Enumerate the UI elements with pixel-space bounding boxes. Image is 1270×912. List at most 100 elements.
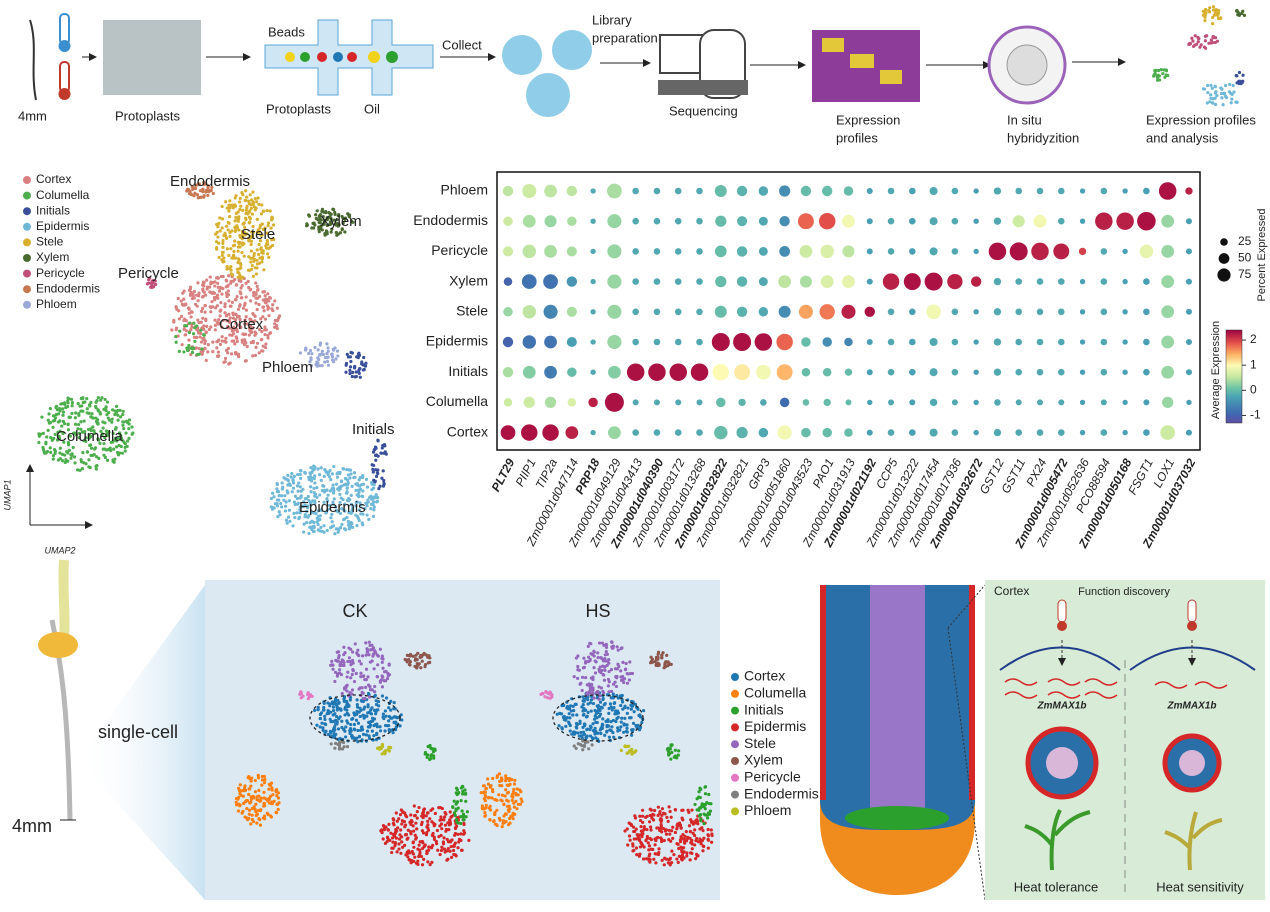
dot [632, 429, 639, 436]
dot [566, 276, 578, 287]
cell-point [668, 856, 673, 860]
cell-point [376, 439, 380, 443]
row-label: Initials [448, 363, 488, 379]
cell-point [235, 295, 239, 299]
dot [973, 369, 979, 375]
cell-point [255, 284, 259, 289]
cell-point [94, 404, 98, 409]
cell-point [357, 351, 361, 355]
cell-point [190, 325, 194, 329]
cell-point [85, 450, 89, 454]
cell-point [260, 337, 264, 342]
cell-point [690, 808, 694, 812]
cell-point [445, 858, 449, 862]
cell-point [588, 724, 593, 728]
cell-point [271, 793, 275, 797]
cell-point [97, 456, 101, 461]
cell-point [254, 281, 258, 285]
cell-point [669, 757, 673, 761]
cell-point [299, 690, 303, 694]
cell-point [285, 489, 289, 493]
cell-point [580, 737, 585, 741]
cell-point [355, 709, 359, 714]
cell-point [67, 442, 71, 446]
cell-point [338, 500, 342, 505]
dot [736, 185, 748, 197]
cell-point [491, 776, 495, 781]
cell-point [330, 472, 334, 476]
cell-point [601, 697, 605, 702]
cell-point [206, 350, 210, 354]
cell-point [500, 793, 505, 797]
cell-point [262, 814, 267, 818]
cell-point [255, 266, 259, 270]
dot [887, 429, 895, 436]
cell-point [576, 676, 580, 681]
cell-point [514, 799, 518, 803]
cell-point [111, 431, 115, 436]
cell-point [632, 710, 636, 714]
dot [674, 338, 682, 346]
cell-point [350, 525, 355, 529]
cell-point [706, 838, 711, 842]
dot [716, 397, 726, 408]
cell-point [358, 475, 362, 480]
cell-point [243, 301, 247, 305]
cell-point [426, 860, 430, 864]
cell-point [364, 685, 368, 689]
cell-point [374, 709, 378, 713]
cell-point [350, 672, 354, 677]
cell-point [195, 293, 199, 297]
cell-point [428, 656, 432, 660]
cell-point [102, 442, 106, 446]
dot [714, 305, 727, 318]
cell-point [560, 726, 564, 730]
cell-point [518, 802, 523, 806]
cell-point [415, 827, 419, 831]
cell-point [58, 451, 62, 455]
cell-point [306, 504, 310, 508]
cell-point [350, 717, 354, 721]
cell-point [269, 815, 274, 819]
cell-point [508, 816, 512, 821]
cell-point [664, 828, 668, 832]
cell-point [641, 814, 645, 818]
cluster-label: Phloem [262, 359, 313, 376]
dot [522, 365, 536, 379]
cell-point [211, 290, 215, 295]
cell-point [378, 679, 382, 683]
cell-point [603, 656, 607, 661]
cell-point [600, 706, 604, 710]
cell-point [509, 814, 513, 818]
cell-point [450, 814, 454, 818]
cell-point [500, 784, 504, 788]
cell-point [666, 746, 671, 751]
cell-point [576, 731, 580, 735]
cell-point [425, 753, 430, 757]
dot [1015, 368, 1023, 376]
cell-point [252, 805, 256, 809]
cell-point [338, 707, 342, 711]
dot [797, 213, 814, 230]
cell-point [433, 822, 437, 827]
cell-point [307, 498, 311, 503]
cell-point [324, 229, 328, 233]
cell-point [373, 651, 378, 655]
cell-point [203, 310, 207, 314]
cell-point [323, 722, 327, 726]
cell-point [591, 722, 595, 726]
cell-point [121, 420, 125, 424]
cell-point [364, 641, 368, 645]
cell-point [432, 756, 436, 760]
cell-point [403, 657, 407, 662]
cell-point [420, 829, 425, 833]
cell-point [385, 835, 390, 839]
cell-point [264, 342, 268, 346]
cell-point [360, 654, 365, 658]
cell-point [329, 230, 333, 234]
cell-point [255, 821, 259, 825]
cell-point [358, 714, 362, 719]
cell-point [383, 709, 387, 713]
dot [714, 184, 727, 198]
cell-point [49, 450, 53, 454]
